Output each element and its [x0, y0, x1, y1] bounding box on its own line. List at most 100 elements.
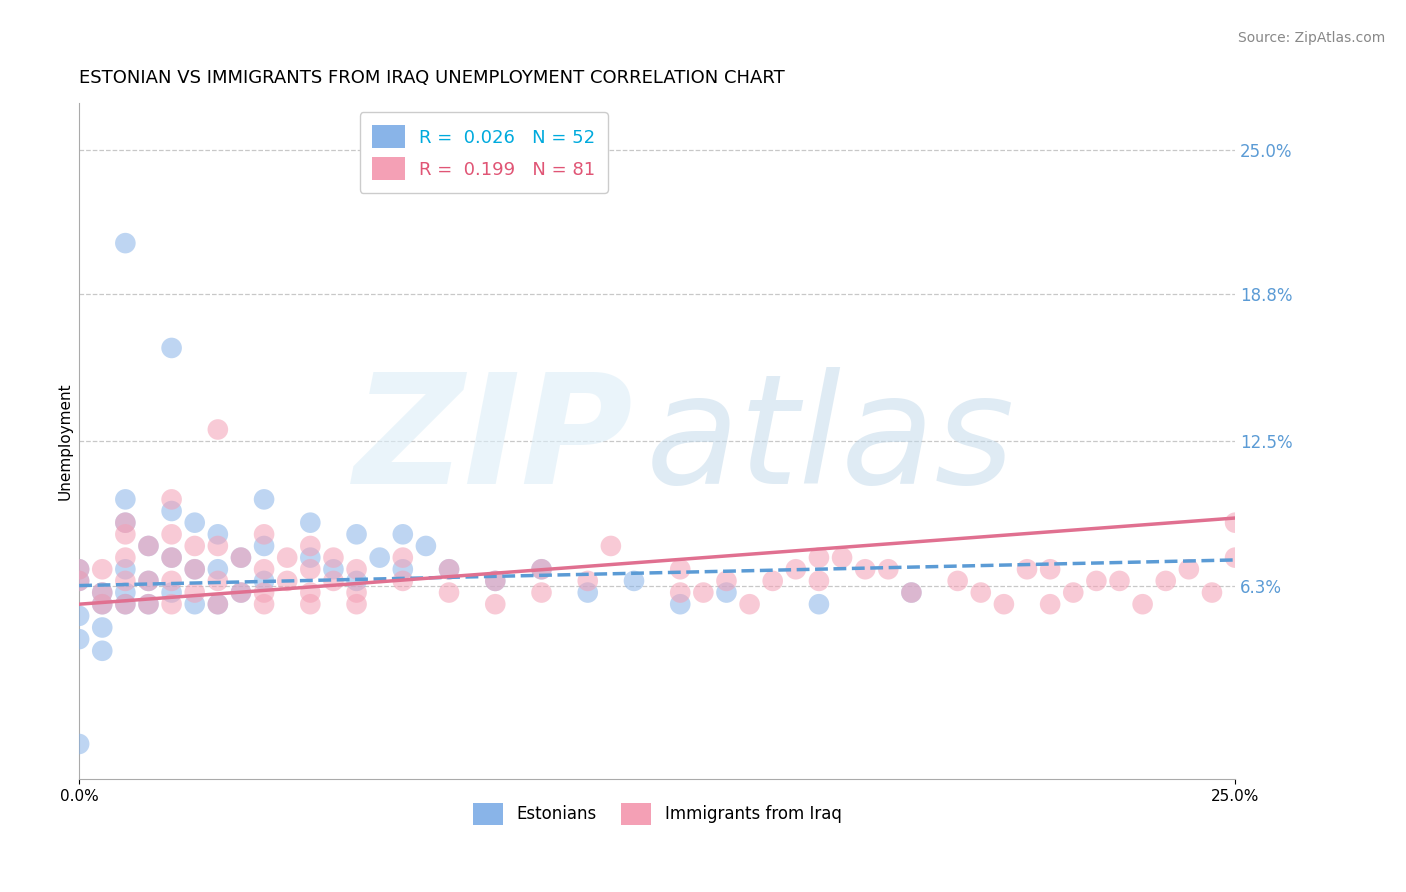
Point: [1062, 585, 1084, 599]
Point: [253, 585, 276, 599]
Point: [229, 550, 252, 565]
Point: [183, 562, 205, 576]
Point: [1154, 574, 1177, 588]
Point: [114, 516, 136, 530]
Legend: Estonians, Immigrants from Iraq: Estonians, Immigrants from Iraq: [465, 797, 848, 831]
Point: [91, 597, 114, 611]
Point: [253, 492, 276, 507]
Point: [160, 492, 183, 507]
Point: [530, 585, 553, 599]
Point: [299, 585, 322, 599]
Point: [299, 550, 322, 565]
Point: [970, 585, 993, 599]
Point: [67, 632, 90, 647]
Point: [160, 504, 183, 518]
Point: [807, 550, 830, 565]
Point: [114, 236, 136, 251]
Point: [299, 562, 322, 576]
Point: [183, 516, 205, 530]
Point: [138, 539, 160, 553]
Point: [207, 597, 229, 611]
Point: [91, 644, 114, 658]
Point: [207, 527, 229, 541]
Point: [1201, 585, 1223, 599]
Point: [346, 585, 368, 599]
Point: [576, 574, 599, 588]
Point: [807, 597, 830, 611]
Point: [785, 562, 807, 576]
Point: [229, 585, 252, 599]
Point: [1085, 574, 1108, 588]
Point: [669, 585, 692, 599]
Point: [437, 585, 460, 599]
Point: [669, 562, 692, 576]
Point: [114, 574, 136, 588]
Point: [207, 422, 229, 436]
Point: [1108, 574, 1130, 588]
Point: [229, 585, 252, 599]
Text: ESTONIAN VS IMMIGRANTS FROM IRAQ UNEMPLOYMENT CORRELATION CHART: ESTONIAN VS IMMIGRANTS FROM IRAQ UNEMPLO…: [79, 69, 785, 87]
Point: [484, 574, 506, 588]
Point: [1015, 562, 1038, 576]
Point: [253, 574, 276, 588]
Point: [692, 585, 714, 599]
Point: [900, 585, 922, 599]
Point: [807, 574, 830, 588]
Point: [1039, 597, 1062, 611]
Point: [160, 597, 183, 611]
Point: [91, 620, 114, 634]
Point: [183, 585, 205, 599]
Y-axis label: Unemployment: Unemployment: [58, 383, 72, 500]
Text: atlas: atlas: [645, 367, 1015, 516]
Point: [484, 574, 506, 588]
Point: [160, 550, 183, 565]
Point: [391, 562, 413, 576]
Point: [831, 550, 853, 565]
Point: [207, 562, 229, 576]
Point: [67, 574, 90, 588]
Point: [276, 550, 298, 565]
Point: [762, 574, 785, 588]
Point: [484, 597, 506, 611]
Point: [67, 562, 90, 576]
Point: [91, 585, 114, 599]
Point: [91, 585, 114, 599]
Point: [738, 597, 761, 611]
Point: [114, 492, 136, 507]
Point: [877, 562, 900, 576]
Point: [253, 539, 276, 553]
Point: [114, 597, 136, 611]
Point: [946, 574, 969, 588]
Point: [1132, 597, 1154, 611]
Point: [530, 562, 553, 576]
Point: [253, 527, 276, 541]
Point: [437, 562, 460, 576]
Point: [160, 341, 183, 355]
Point: [67, 574, 90, 588]
Point: [346, 562, 368, 576]
Point: [669, 597, 692, 611]
Point: [114, 527, 136, 541]
Point: [67, 562, 90, 576]
Point: [114, 516, 136, 530]
Point: [276, 574, 298, 588]
Point: [138, 574, 160, 588]
Point: [623, 574, 645, 588]
Point: [67, 737, 90, 751]
Point: [346, 597, 368, 611]
Point: [415, 539, 437, 553]
Point: [530, 562, 553, 576]
Point: [346, 527, 368, 541]
Point: [368, 550, 391, 565]
Point: [346, 574, 368, 588]
Point: [114, 585, 136, 599]
Point: [391, 527, 413, 541]
Point: [183, 539, 205, 553]
Point: [138, 539, 160, 553]
Point: [391, 574, 413, 588]
Point: [138, 574, 160, 588]
Point: [322, 574, 344, 588]
Point: [599, 539, 621, 553]
Point: [253, 562, 276, 576]
Point: [853, 562, 876, 576]
